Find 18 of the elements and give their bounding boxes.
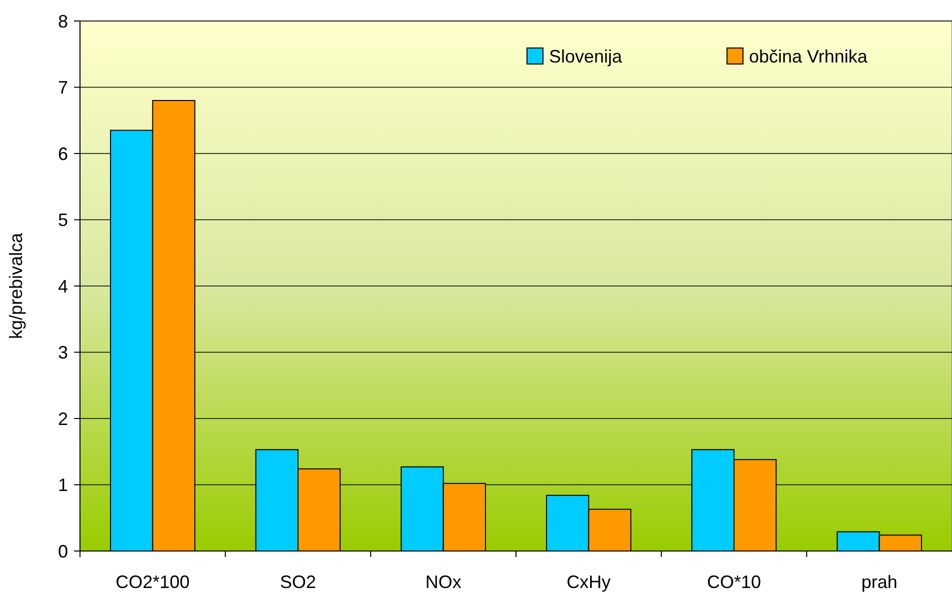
y-tick-label: 3 bbox=[58, 342, 68, 363]
x-tick-label: prah bbox=[861, 572, 898, 592]
legend-label: Slovenija bbox=[549, 46, 624, 66]
y-tick-label: 2 bbox=[58, 408, 68, 429]
x-tick-label: CxHy bbox=[566, 572, 611, 592]
x-tick-label: CO2*100 bbox=[116, 572, 190, 592]
y-tick-label: 4 bbox=[58, 276, 68, 296]
x-tick-label: SO2 bbox=[280, 572, 316, 592]
y-tick-label: 6 bbox=[58, 144, 68, 164]
y-axis-title: kg/prebivalca bbox=[6, 232, 26, 340]
y-tick-label: 5 bbox=[58, 210, 68, 230]
x-tick-label: CO*10 bbox=[706, 572, 762, 592]
y-tick-label: 0 bbox=[58, 541, 68, 562]
legend-label: občina Vrhnika bbox=[749, 46, 868, 66]
y-tick-label: 8 bbox=[58, 11, 68, 32]
x-tick-label: NOx bbox=[425, 572, 462, 592]
y-tick-label: 1 bbox=[58, 475, 68, 496]
y-tick-label: 7 bbox=[58, 78, 68, 98]
